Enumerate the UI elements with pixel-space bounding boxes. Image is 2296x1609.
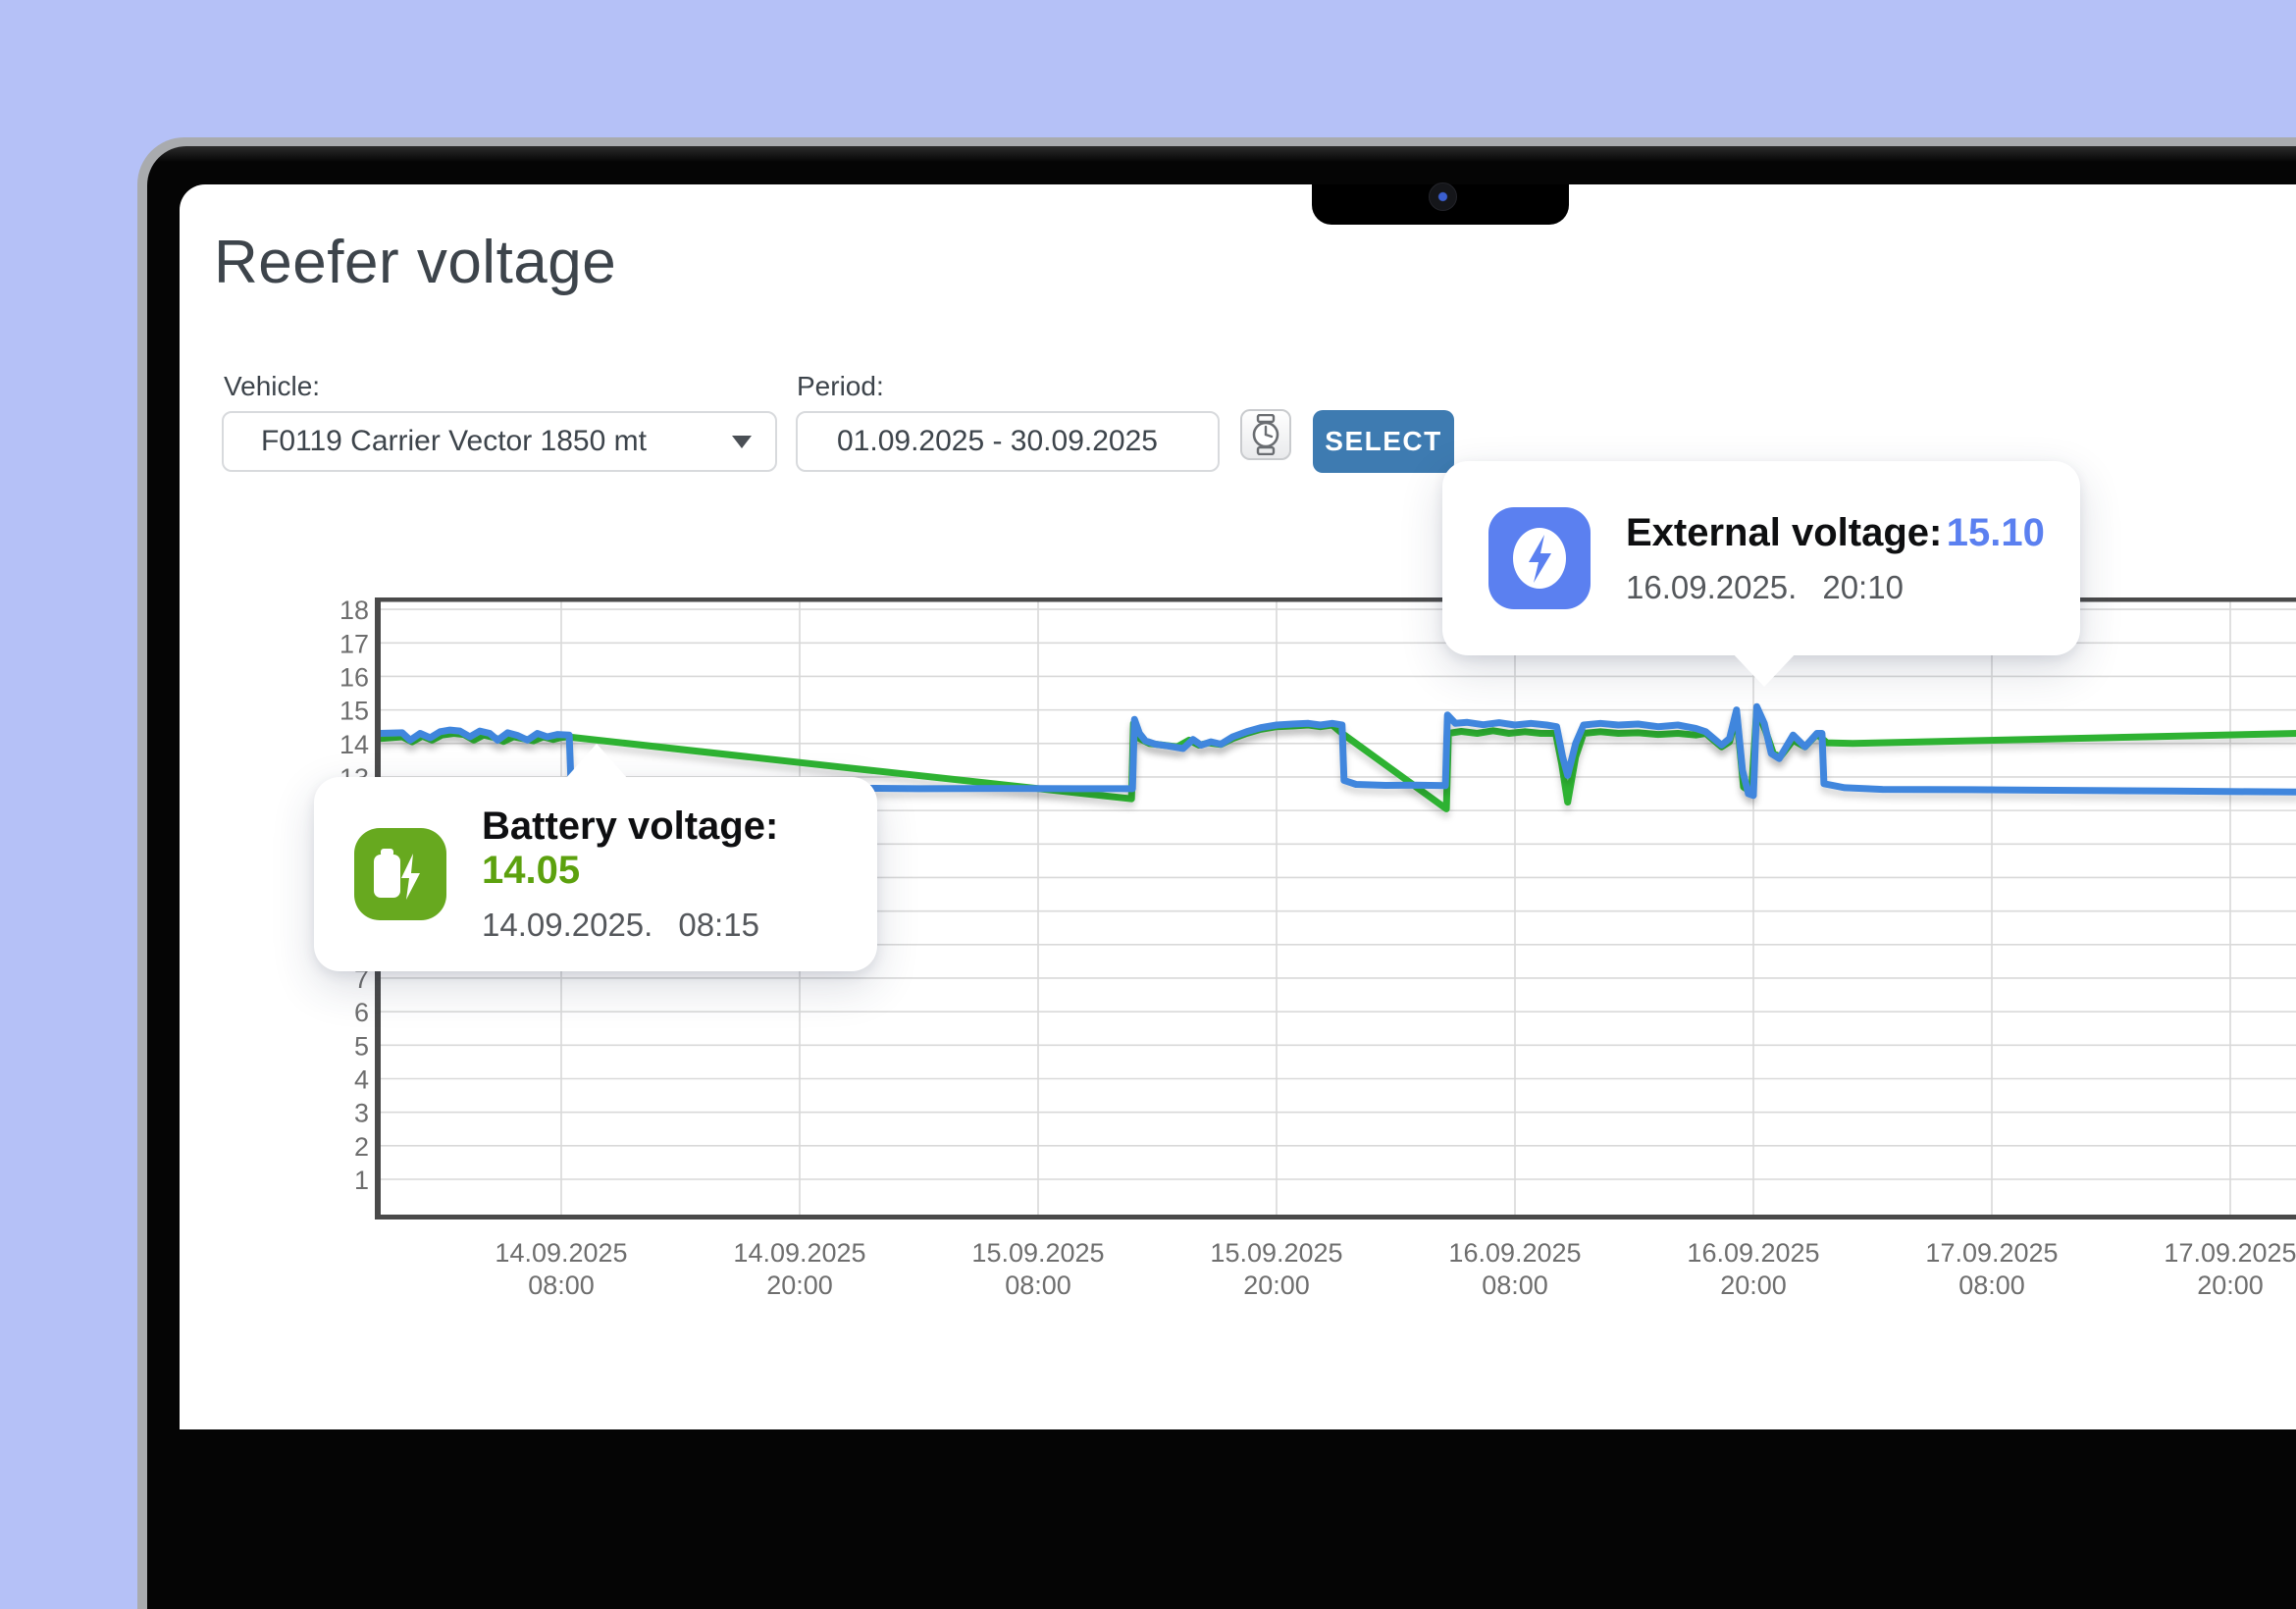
x-tick-label: 16.09.2025 08:00 (1448, 1238, 1581, 1300)
page-title: Reefer voltage (214, 229, 617, 296)
y-tick-label: 1 (354, 1166, 369, 1195)
battery-bolt-icon (354, 828, 446, 920)
x-tick-label: 14.09.2025 20:00 (733, 1238, 865, 1300)
voltage-chart[interactable]: 18171615141312111098765432114.09.202508:… (0, 0, 2296, 1429)
vehicle-label: Vehicle: (224, 371, 321, 401)
external-voltage-line (381, 702, 2296, 800)
external-voltage-tooltip: External voltage: 15.10 16.09.2025. 20:10 (1442, 461, 2080, 655)
period-label: Period: (797, 371, 884, 401)
tooltip-time: 20:10 (1822, 568, 1904, 605)
y-tick-label: 17 (339, 629, 369, 658)
tooltip-title: Battery voltage: (482, 804, 779, 848)
x-tick-label: 17.09.2025 08:00 (1925, 1238, 2058, 1300)
x-tick-label: 17.09.2025 20:00 (2164, 1238, 2296, 1300)
period-input-value: 01.09.2025 - 30.09.2025 (837, 425, 1158, 457)
vehicle-select[interactable]: F0119 Carrier Vector 1850 mt (222, 411, 777, 472)
y-tick-label: 3 (354, 1099, 369, 1128)
tooltip-time: 08:15 (678, 907, 759, 943)
tooltip-pointer-up (565, 744, 628, 779)
x-tick-label: 15.09.2025 08:00 (971, 1238, 1104, 1300)
x-tick-label: 15.09.2025 20:00 (1210, 1238, 1342, 1300)
chart-bottom-axis (375, 1215, 2296, 1220)
y-tick-label: 18 (339, 596, 369, 625)
chart-top-border (375, 597, 2296, 602)
y-tick-label: 6 (354, 998, 369, 1027)
y-tick-label: 5 (354, 1031, 369, 1061)
webcam-icon (1429, 182, 1457, 211)
tooltip-date: 16.09.2025. (1626, 568, 1798, 605)
calendar-clock-button[interactable] (1240, 409, 1291, 460)
y-tick-label: 2 (354, 1132, 369, 1162)
vehicle-select-value: F0119 Carrier Vector 1850 mt (261, 425, 647, 457)
select-button[interactable]: SELECT (1313, 410, 1454, 473)
y-tick-label: 16 (339, 662, 369, 692)
y-tick-label: 15 (339, 697, 369, 726)
x-tick-label: 14.09.2025 08:00 (495, 1238, 627, 1300)
lightning-bolt-icon (1488, 507, 1591, 609)
tooltip-title: External voltage: (1626, 510, 1943, 554)
battery-voltage-tooltip: Battery voltage: 14.05 14.09.2025. 08:15 (314, 777, 877, 971)
y-tick-label: 14 (339, 730, 369, 759)
chevron-down-icon (732, 435, 752, 448)
tooltip-value: 15.10 (1946, 510, 2045, 554)
y-tick-label: 7 (354, 964, 369, 994)
tooltip-date: 14.09.2025. (482, 907, 653, 943)
watch-icon (1252, 414, 1279, 455)
period-input[interactable]: 01.09.2025 - 30.09.2025 (796, 411, 1220, 472)
x-tick-label: 16.09.2025 20:00 (1687, 1238, 1819, 1300)
tooltip-pointer-down (1731, 651, 1798, 687)
y-tick-label: 4 (354, 1064, 369, 1094)
tooltip-value: 14.05 (482, 849, 581, 892)
